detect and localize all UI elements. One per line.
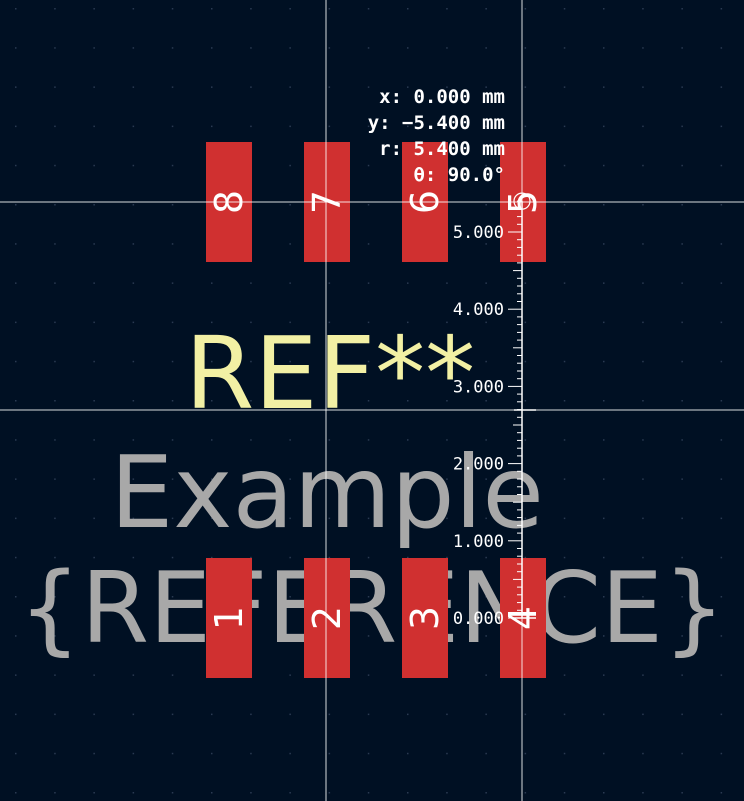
pad-3[interactable]: 3: [402, 558, 448, 678]
measure-ruler[interactable]: 5.000 4.000 3.000 2.000 1.000 0.000: [453, 192, 536, 629]
ruler-label: 1.000: [453, 532, 504, 552]
ruler-end-marker: [513, 192, 531, 210]
pad-shape: [304, 558, 350, 678]
readout-theta: θ: 90.0°: [413, 164, 505, 186]
value-text-line-1: Example: [110, 434, 544, 551]
measurement-readout: x: 0.000 mm y: −5.400 mm r: 5.400 mm θ: …: [368, 86, 505, 186]
pad-shape: [206, 558, 252, 678]
ruler-label: 5.000: [453, 223, 504, 243]
ruler-label: 3.000: [453, 377, 504, 397]
pad-number: 1: [207, 606, 251, 630]
ruler-label: 2.000: [453, 455, 504, 475]
readout-y: y: −5.400 mm: [368, 112, 505, 134]
readout-x: x: 0.000 mm: [379, 86, 505, 108]
footprint-value-field[interactable]: Example {REFERENCE}: [19, 434, 726, 666]
value-text-line-2: {REFERENCE}: [19, 552, 726, 666]
pad-number: 2: [305, 606, 349, 630]
pad-2[interactable]: 2: [304, 558, 350, 678]
pad-1[interactable]: 1: [206, 558, 252, 678]
footprint-reference-field[interactable]: REF**: [185, 315, 475, 432]
ruler-label: 0.000: [453, 609, 504, 629]
pad-shape: [402, 558, 448, 678]
ruler-label: 4.000: [453, 300, 504, 320]
pad-number: 3: [403, 606, 447, 630]
readout-r: r: 5.400 mm: [379, 138, 505, 160]
